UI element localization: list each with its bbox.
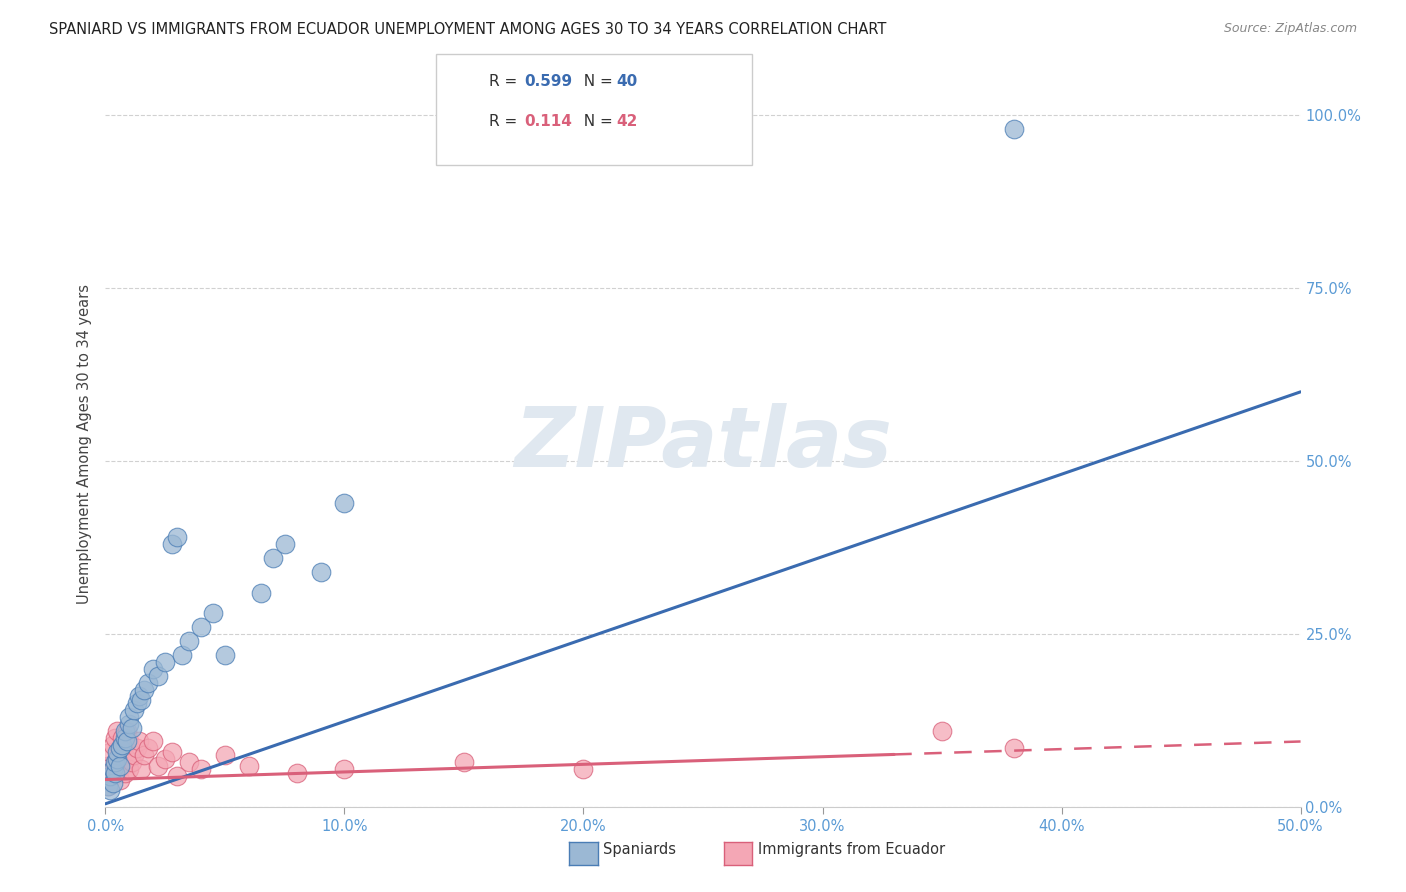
Point [114, 731, 136, 745]
Point [162, 745, 184, 759]
Point [118, 717, 141, 731]
Point [101, 762, 124, 776]
Y-axis label: Unemployment Among Ages 30 to 34 years: Unemployment Among Ages 30 to 34 years [77, 284, 93, 604]
Text: 0.599: 0.599 [524, 74, 572, 89]
Point [214, 748, 236, 763]
Point [1002, 121, 1025, 136]
Point [190, 620, 212, 634]
Text: SPANIARD VS IMMIGRANTS FROM ECUADOR UNEMPLOYMENT AMONG AGES 30 TO 34 YEARS CORRE: SPANIARD VS IMMIGRANTS FROM ECUADOR UNEM… [49, 22, 887, 37]
Point [111, 738, 134, 752]
Text: ZIPatlas: ZIPatlas [515, 403, 891, 484]
Point [146, 758, 169, 772]
Point [115, 724, 138, 739]
Point [121, 756, 143, 770]
Point [101, 738, 124, 752]
Point [153, 752, 177, 766]
Point [146, 669, 169, 683]
Point [170, 648, 193, 662]
Text: 40: 40 [616, 74, 637, 89]
Point [177, 756, 201, 770]
Point [166, 769, 188, 783]
Point [285, 765, 308, 780]
Point [166, 530, 188, 544]
Point [142, 662, 165, 676]
Text: 42: 42 [616, 114, 637, 129]
Point [1002, 741, 1025, 756]
Point [273, 537, 295, 551]
Point [98, 783, 121, 797]
Text: R =: R = [489, 114, 527, 129]
Point [142, 734, 165, 748]
Point [153, 655, 177, 669]
Point [128, 734, 150, 748]
Point [931, 724, 953, 739]
Text: R =: R = [489, 74, 523, 89]
Point [97, 780, 120, 794]
Point [114, 765, 136, 780]
Point [104, 731, 127, 745]
Text: N =: N = [574, 74, 617, 89]
Point [177, 634, 201, 648]
Text: N =: N = [574, 114, 617, 129]
Point [98, 772, 121, 787]
Point [104, 758, 127, 772]
Point [138, 675, 160, 690]
Point [202, 607, 225, 621]
Point [118, 710, 141, 724]
Point [107, 724, 129, 739]
Point [101, 765, 124, 780]
Point [107, 752, 129, 766]
Point [101, 776, 124, 790]
Point [190, 762, 212, 776]
Point [214, 648, 236, 662]
Point [125, 741, 148, 756]
Point [111, 758, 134, 772]
Point [453, 756, 475, 770]
Point [107, 745, 129, 759]
Point [104, 765, 127, 780]
Point [122, 703, 145, 717]
Point [111, 731, 134, 745]
Point [122, 748, 145, 763]
Point [262, 551, 284, 566]
Point [129, 693, 153, 707]
Point [98, 769, 121, 783]
Point [114, 724, 136, 739]
Point [121, 721, 143, 735]
Text: Spaniards: Spaniards [603, 842, 676, 856]
Text: Source: ZipAtlas.com: Source: ZipAtlas.com [1223, 22, 1357, 36]
Point [132, 682, 155, 697]
Point [108, 745, 131, 759]
Point [108, 758, 131, 772]
Point [115, 752, 138, 766]
Point [97, 780, 120, 794]
Point [98, 745, 121, 759]
Point [107, 752, 129, 766]
Point [104, 756, 127, 770]
Point [333, 495, 356, 509]
Point [129, 762, 153, 776]
Point [115, 734, 138, 748]
Point [138, 741, 160, 756]
Point [238, 758, 260, 772]
Point [333, 762, 356, 776]
Point [97, 758, 120, 772]
Point [128, 690, 150, 704]
Point [132, 748, 155, 763]
Text: Immigrants from Ecuador: Immigrants from Ecuador [758, 842, 945, 856]
Point [118, 734, 141, 748]
Point [125, 697, 148, 711]
Point [309, 565, 332, 579]
Point [572, 762, 595, 776]
Point [118, 762, 141, 776]
Text: 0.114: 0.114 [524, 114, 572, 129]
Point [108, 772, 131, 787]
Point [250, 585, 273, 599]
Point [162, 537, 184, 551]
Point [114, 738, 136, 752]
Point [108, 741, 131, 756]
